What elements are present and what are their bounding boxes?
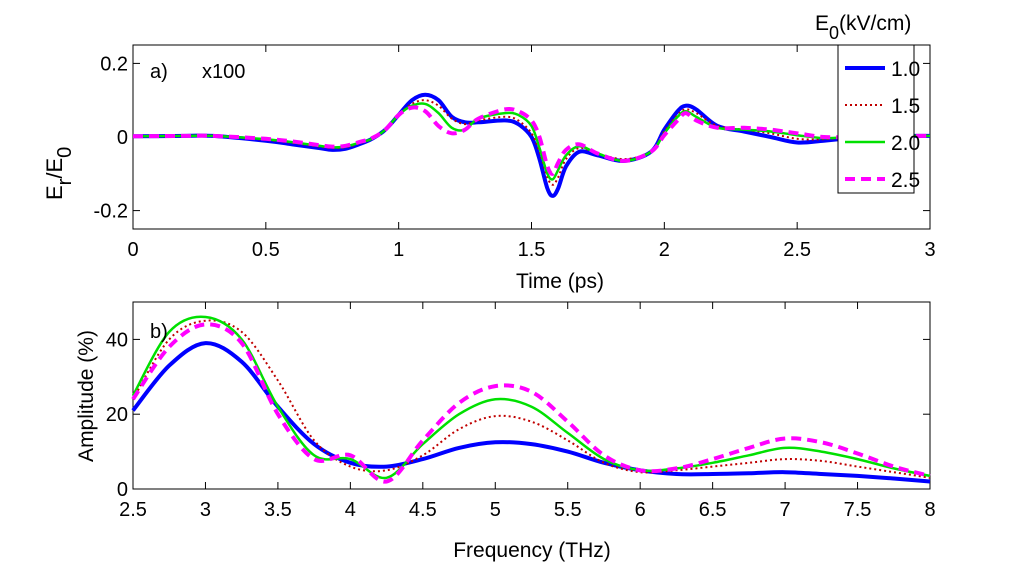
ylabel-slash: /E	[42, 158, 67, 179]
panel-b-x-tick-label: 2.5	[119, 499, 147, 521]
panel-b-label: b)	[150, 321, 168, 343]
ylabel-sub-r: r	[54, 178, 76, 185]
legend: 1.0 1.5 2.0 2.5	[837, 44, 920, 194]
panel-a-y-tick-label: -0.2	[94, 201, 128, 223]
ylabel-main: E	[42, 185, 67, 200]
panel-b-series-lines	[131, 315, 931, 484]
panel-a-y-tick-label: 0.2	[100, 53, 128, 75]
legend-label-1-0: 1.0	[891, 58, 920, 81]
panel-a-x-tick-label: 1	[393, 239, 404, 261]
panel-a-x-tick-label: 2	[659, 239, 670, 261]
panel-a-x-tick-label: 0	[127, 239, 138, 261]
panel-a-y-ticks: -0.2 0 0.2	[94, 53, 930, 223]
panel-b-x-tick-label: 3	[200, 499, 211, 521]
panel-b-series-1-5	[132, 319, 931, 479]
panel-b-y-tick-label: 40	[106, 329, 128, 351]
panel-a-x-ticks: 0 0.5 1 1.5 2 2.5 3	[127, 45, 936, 261]
panel-a-series-2-5	[132, 105, 930, 176]
panel-a-y-tick-label: 0	[117, 127, 128, 149]
panel-b-y-ticks: 0 20 40	[106, 329, 930, 501]
panel-b-y-tick-label: 20	[106, 404, 128, 426]
panel-a-y-axis-label: Er/E0	[42, 147, 76, 200]
panel-b-x-axis-label: Frequency (THz)	[453, 539, 611, 562]
legend-label-2-5: 2.5	[891, 169, 920, 192]
panel-b-series-2-5	[131, 322, 931, 484]
legend-label-2-0: 2.0	[891, 132, 920, 155]
panel-b-series-2-0	[131, 315, 931, 480]
panel-b-x-tick-label: 7	[780, 499, 791, 521]
panel-a-time-domain: 0 0.5 1 1.5 2 2.5 3 -0.2 0 0.2 a) x100 Time (ps)…	[42, 12, 936, 293]
panel-b-x-tick-label: 6.5	[699, 499, 727, 521]
legend-title-unit: (kV/cm)	[839, 12, 911, 35]
panel-a-series-1-0	[132, 92, 930, 198]
panel-b-x-tick-label: 7.5	[844, 499, 872, 521]
panel-b-x-ticks: 2.5 3 3.5 4 4.5 5 5.5 6 6.5 7 7.5 8	[119, 302, 936, 521]
legend-title-sub: 0	[829, 23, 839, 43]
panel-b-x-tick-label: 4.5	[409, 499, 437, 521]
panel-b-x-tick-label: 5	[490, 499, 501, 521]
ylabel-sub-0: 0	[54, 147, 76, 158]
panel-b-y-tick-label: 0	[117, 479, 128, 501]
panel-a-x-tick-label: 0.5	[252, 239, 280, 261]
panel-a-x-axis-label: Time (ps)	[516, 270, 604, 293]
legend-label-1-5: 1.5	[891, 95, 920, 118]
panel-a-label: a)	[150, 61, 168, 83]
panel-b-x-tick-label: 8	[924, 499, 935, 521]
legend-title: E0(kV/cm)	[815, 12, 911, 43]
panel-a-x-tick-label: 3	[924, 239, 935, 261]
panel-b-x-tick-label: 5.5	[554, 499, 582, 521]
panel-a-x-tick-label: 1.5	[518, 239, 546, 261]
panel-b-series-1-0	[131, 341, 931, 484]
panel-b-x-tick-label: 3.5	[264, 499, 292, 521]
panel-b-frequency-domain: 2.5 3 3.5 4 4.5 5 5.5 6 6.5 7 7.5 8 0 20 40 b) Freque…	[75, 301, 936, 562]
svg-text:Er/E0: Er/E0	[42, 147, 76, 200]
panel-b-x-tick-label: 6	[635, 499, 646, 521]
panel-b-y-axis-label: Amplitude (%)	[75, 330, 98, 462]
legend-items: 1.0 1.5 2.0 2.5	[845, 58, 920, 192]
panel-b-x-tick-label: 4	[345, 499, 356, 521]
legend-title-main: E	[815, 12, 829, 35]
panel-b-axes-box	[132, 301, 931, 490]
panel-a-scale-annotation: x100	[202, 61, 245, 83]
panel-a-x-tick-label: 2.5	[783, 239, 811, 261]
panel-a-series-lines	[132, 92, 930, 198]
